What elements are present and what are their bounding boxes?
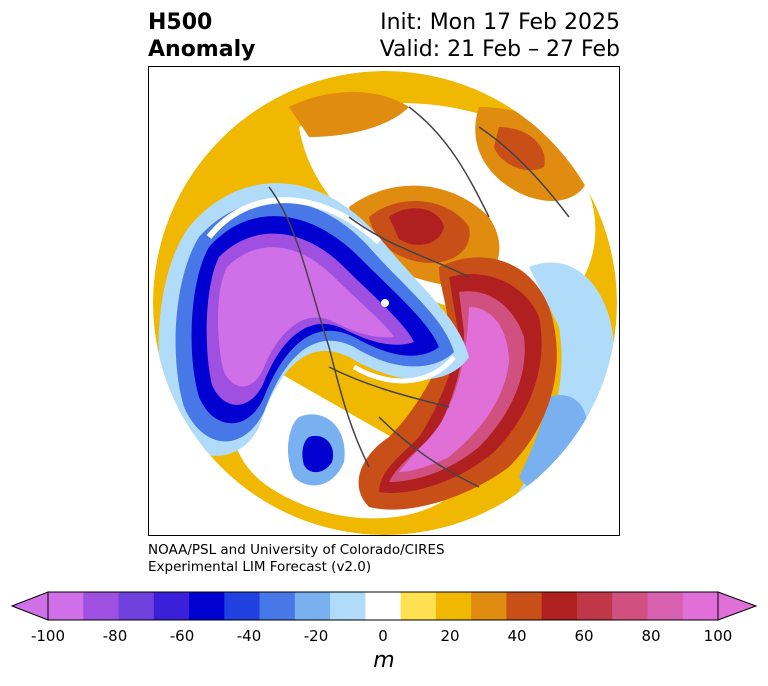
colorbar-tick-label: -100 [30, 627, 66, 645]
colorbar-tick-label: -60 [169, 627, 195, 645]
colorbar-swatch [365, 592, 402, 620]
colorbar-tick-label: -80 [102, 627, 128, 645]
colorbar-swatch [153, 592, 190, 620]
colorbar-swatch [682, 592, 719, 620]
credit-line1: NOAA/PSL and University of Colorado/CIRE… [148, 542, 445, 558]
colorbar-swatch [118, 592, 155, 620]
init-date: Init: Mon 17 Feb 2025 [380, 10, 620, 35]
credit-line2: Experimental LIM Forecast (v2.0) [148, 559, 372, 575]
colorbar-swatch [435, 592, 472, 620]
colorbar-tick-label: 40 [507, 627, 527, 645]
colorbar-tick-label: 60 [574, 627, 594, 645]
colorbar-swatch [612, 592, 648, 620]
colorbar [10, 591, 758, 621]
colorbar-swatch [294, 592, 331, 620]
colorbar-swatch [576, 592, 613, 620]
colorbar-tick-label: -20 [303, 627, 329, 645]
colorbar-extend-max [717, 591, 758, 621]
colorbar-tick-label: 100 [703, 627, 733, 645]
colorbar-tick-label: 20 [440, 627, 460, 645]
colorbar-swatch [189, 592, 225, 620]
colorbar-swatch [647, 592, 684, 620]
colorbar-swatch [471, 592, 507, 620]
colorbar-swatch [506, 592, 543, 620]
colorbar-swatch [83, 592, 120, 620]
colorbar-extend-min [10, 591, 49, 621]
colorbar-tick-label: 80 [641, 627, 661, 645]
anomaly-map [153, 71, 617, 535]
colorbar-swatch [541, 592, 578, 620]
colorbar-swatch [224, 592, 261, 620]
valid-range: Valid: 21 Feb – 27 Feb [379, 37, 620, 62]
colorbar-tick-label: -40 [236, 627, 262, 645]
colorbar-unit-label: m [373, 648, 395, 673]
colorbar-tick-label: 0 [378, 627, 388, 645]
colorbar-swatch [330, 592, 366, 620]
colorbar-swatch [48, 592, 84, 620]
title-line2: Anomaly [148, 37, 256, 62]
map-panel [148, 66, 620, 536]
colorbar-swatch [259, 592, 296, 620]
colorbar-swatch [400, 592, 437, 620]
colorbar-frame [47, 591, 719, 621]
title-line1: H500 [148, 10, 213, 35]
